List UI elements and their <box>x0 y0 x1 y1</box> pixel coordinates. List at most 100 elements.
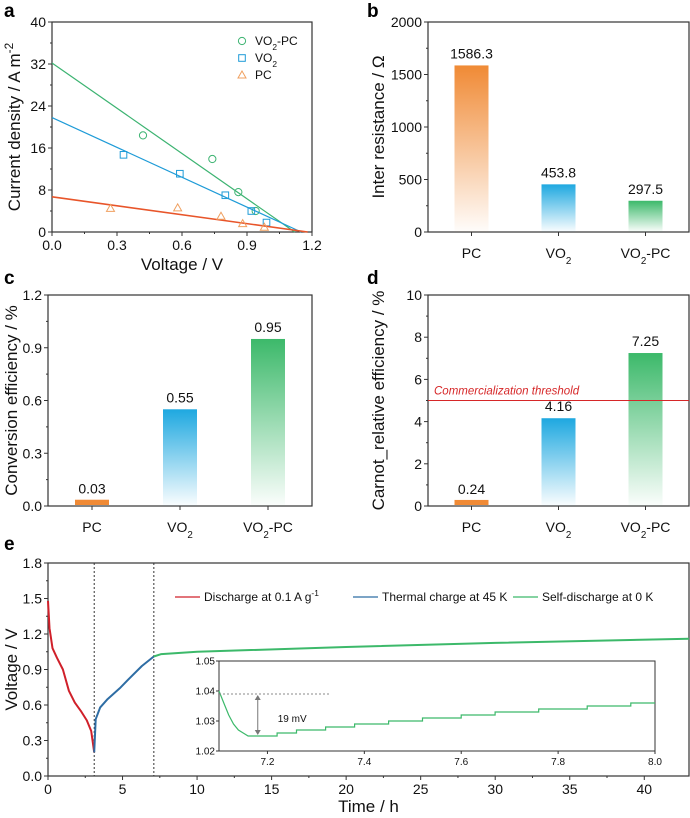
panel-a-x-tick-label: 1.2 <box>302 237 322 253</box>
panel-e-series-line-2 <box>153 637 690 658</box>
bar-value-label: 0.95 <box>254 319 281 335</box>
panel-a-y-tick-label: 0 <box>38 224 46 240</box>
panel-a-fit-line-2 <box>51 196 308 233</box>
bar-value-label: 0.55 <box>166 389 193 405</box>
bar-value-label: 1586.3 <box>450 45 493 61</box>
bar-category-label: VO2 <box>167 519 193 541</box>
panel-e-x-tick-label: 20 <box>338 781 354 797</box>
panel-e-y-tick-label: 0.6 <box>23 697 43 713</box>
panel-e-x-tick-label: 10 <box>189 781 205 797</box>
bar <box>628 200 663 232</box>
panel-a-y-tick-label: 32 <box>30 56 46 72</box>
inset-x-tick-label: 8.0 <box>648 757 662 768</box>
legend-label: VO2-PC <box>255 34 298 52</box>
panel-label-b: b <box>367 1 379 22</box>
panel-a-point <box>105 203 116 212</box>
bar-category-label: VO2 <box>546 245 572 267</box>
threshold-label: Commercialization threshold <box>434 386 580 398</box>
bar-category-label: VO2 <box>546 519 572 541</box>
legend-marker-circle <box>237 36 247 46</box>
panel-e-y-tick-label: 1.5 <box>23 591 43 607</box>
panel-a-point <box>221 191 230 200</box>
panel-d-y-tick-label: 4 <box>414 414 422 430</box>
panel-a-point <box>247 207 256 215</box>
panel-a-y-tick-label: 8 <box>38 182 46 198</box>
panel-b-y-tick-label: 1500 <box>391 67 422 83</box>
inset-x-tick-label: 7.4 <box>357 757 371 768</box>
panel-b-y-tick-label: 500 <box>399 172 423 188</box>
panel-e-y-tick-label: 0.3 <box>23 733 43 749</box>
inset-annotation: 19 mV <box>278 714 307 725</box>
panel-a-x-tick-label: 0.6 <box>172 237 192 253</box>
bar-value-label: 453.8 <box>541 164 576 180</box>
panel-d-y-tick-label: 2 <box>414 456 422 472</box>
bar <box>628 353 663 506</box>
panel-a-y-tick-label: 40 <box>30 14 46 30</box>
inset-series-line <box>218 690 655 737</box>
panel-a-point <box>216 211 226 220</box>
panel-c-y-tick-label: 0.6 <box>23 393 43 409</box>
panel-a-point <box>138 131 148 140</box>
panel-c-ylabel: Conversion efficiency / % <box>2 305 21 496</box>
bar <box>541 184 576 232</box>
legend-label: VO2 <box>255 51 277 69</box>
panel-e-y-tick-label: 1.8 <box>23 555 43 571</box>
panel-c-y-tick-label: 0.3 <box>23 445 43 461</box>
panel-a-point <box>119 151 128 159</box>
legend-label: Self-discharge at 0 K <box>542 590 653 604</box>
panel-a-point <box>208 154 217 164</box>
panel-a-x-tick-label: 0.0 <box>42 237 62 253</box>
panel-e-x-tick-label: 25 <box>413 781 429 797</box>
panel-e-y-tick-label: 1.2 <box>23 626 43 642</box>
panel-a-point <box>234 188 243 197</box>
inset-x-tick-label: 7.2 <box>260 757 274 768</box>
panel-d-y-tick-label: 10 <box>406 287 422 303</box>
panel-a-ylabel: Current density / A m-2 <box>2 42 24 211</box>
bar-category-label: PC <box>82 519 101 535</box>
bar-value-label: 4.16 <box>545 398 572 414</box>
panel-e-x-tick-label: 5 <box>119 781 127 797</box>
panel-a-point <box>259 222 270 231</box>
bar <box>454 65 489 232</box>
bar <box>251 338 285 506</box>
panel-e-x-tick-label: 0 <box>44 781 52 797</box>
inset-arrow-head-down <box>254 730 261 735</box>
panel-e-series-line-0 <box>47 600 96 753</box>
panel-a-point <box>172 202 183 212</box>
panel-label-d: d <box>367 268 379 289</box>
panel-a-fit-line-0 <box>51 62 296 233</box>
bar <box>454 499 489 505</box>
bar-category-label: VO2-PC <box>621 519 671 541</box>
panel-b-ylabel: Inter resistance / Ω <box>369 55 388 198</box>
inset-axes <box>218 660 656 752</box>
panel-a-point <box>237 218 248 228</box>
panel-e-series-line-1 <box>93 655 155 753</box>
bar-value-label: 7.25 <box>632 333 659 349</box>
panel-e-y-tick-label: 0.9 <box>23 662 43 678</box>
bar <box>163 409 197 506</box>
panel-a-xlabel: Voltage / V <box>141 255 224 274</box>
panel-d-ylabel: Carnot_relative efficiency / % <box>369 291 388 511</box>
panel-e-xlabel: Time / h <box>338 797 399 816</box>
bar-category-label: PC <box>462 245 481 261</box>
bar-value-label: 297.5 <box>628 181 663 197</box>
panel-label-c: c <box>4 268 15 289</box>
panel-c-y-tick-label: 0.9 <box>23 340 43 356</box>
panel-e-x-tick-label: 15 <box>264 781 280 797</box>
panel-b-y-tick-label: 0 <box>414 224 422 240</box>
panel-b-y-tick-label: 2000 <box>391 14 422 30</box>
legend-label: Thermal charge at 45 K <box>382 590 507 604</box>
panel-label-e: e <box>4 534 15 555</box>
legend-label: PC <box>255 68 272 82</box>
panel-e-x-tick-label: 40 <box>636 781 652 797</box>
panel-d-y-tick-label: 8 <box>414 329 422 345</box>
panel-d-y-tick-label: 6 <box>414 371 422 387</box>
bar-category-label: VO2-PC <box>243 519 293 541</box>
panel-e-x-tick-label: 30 <box>487 781 503 797</box>
inset-y-tick-label: 1.03 <box>196 717 216 728</box>
bar-value-label: 0.03 <box>78 481 105 497</box>
panel-a-axes <box>51 21 313 233</box>
legend-label: Discharge at 0.1 A g-1 <box>204 588 319 604</box>
panel-a-point <box>251 206 260 216</box>
